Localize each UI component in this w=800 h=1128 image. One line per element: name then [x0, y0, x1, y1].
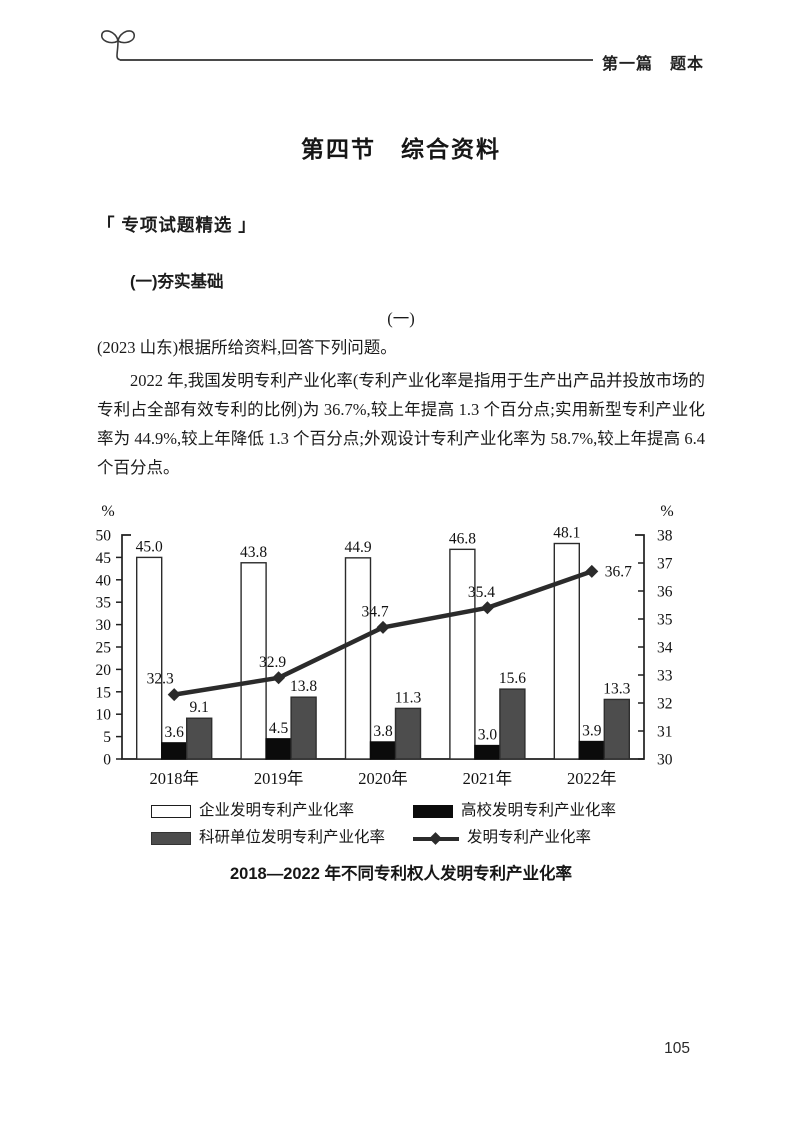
svg-text:43.8: 43.8 [240, 544, 267, 561]
svg-text:36.7: 36.7 [605, 563, 632, 580]
svg-text:9.1: 9.1 [190, 699, 209, 716]
legend-label: 企业发明专利产业化率 [199, 802, 355, 819]
section-heading: 「 专项试题精选 」 [97, 215, 257, 235]
svg-text:15: 15 [96, 684, 112, 701]
research-bar-swatch [151, 831, 191, 845]
combo-chart: 0 5 10 15 20 25 30 35 40 45 50 30 31 32 33 34 35 36 37 38%%… [88, 495, 705, 795]
svg-text:48.1: 48.1 [553, 525, 580, 542]
header-section-label: 第一篇 题本 [601, 56, 704, 73]
svg-text:32.3: 32.3 [147, 671, 174, 688]
svg-text:0: 0 [103, 752, 111, 769]
svg-text:37: 37 [657, 556, 673, 573]
page-number: 105 [664, 1040, 690, 1057]
svg-text:30: 30 [657, 752, 673, 769]
enterprise-bar-swatch [151, 804, 191, 818]
svg-text:13.3: 13.3 [603, 680, 630, 697]
svg-text:10: 10 [96, 707, 112, 724]
svg-text:44.9: 44.9 [344, 539, 371, 556]
legend-item-university: 高校发明专利产业化率 [413, 801, 651, 821]
svg-text:3.0: 3.0 [478, 727, 498, 744]
chart-figure: 0 5 10 15 20 25 30 35 40 45 50 30 31 32 33 34 35 36 37 38%%… [96, 495, 705, 887]
header-rule [120, 59, 593, 61]
svg-text:34.7: 34.7 [361, 603, 388, 620]
svg-text:34: 34 [657, 640, 673, 657]
diamond-marker [480, 601, 494, 615]
chart-svg: 0 5 10 15 20 25 30 35 40 45 50 30 31 32 33 34 35 36 37 38%%… [96, 503, 674, 788]
line-swatch-diamond [429, 831, 442, 845]
svg-text:35: 35 [657, 612, 673, 629]
svg-text:20: 20 [96, 662, 112, 679]
svg-text:%: % [660, 503, 673, 520]
svg-text:2022年: 2022年 [567, 769, 617, 788]
svg-text:31: 31 [657, 724, 673, 741]
legend-label: 发明专利产业化率 [467, 829, 592, 846]
x-axis-labels: 2018年 2019年 2020年 2021年 2022年 [149, 769, 616, 788]
diamond-marker [585, 564, 599, 578]
svg-text:2021年: 2021年 [463, 769, 513, 788]
diamond-marker [376, 620, 390, 634]
legend-item-line: 发明专利产业化率 [413, 828, 651, 848]
body-paragraph: 2022 年,我国发明专利产业化率(专利产业化率是指用于生产出产品并投放市场的专… [97, 371, 705, 477]
diamond-marker [272, 671, 286, 685]
svg-text:13.8: 13.8 [290, 678, 317, 695]
svg-text:%: % [101, 503, 114, 520]
svg-text:45: 45 [96, 550, 112, 567]
svg-text:35: 35 [96, 595, 112, 612]
svg-text:15.6: 15.6 [499, 670, 526, 687]
svg-text:45.0: 45.0 [136, 538, 163, 555]
svg-text:32.9: 32.9 [259, 654, 286, 671]
svg-text:11.3: 11.3 [395, 689, 422, 706]
legend-item-research: 科研单位发明专利产业化率 [151, 828, 413, 848]
svg-text:46.8: 46.8 [449, 530, 476, 547]
svg-text:32: 32 [657, 696, 673, 713]
diamond-marker [167, 688, 181, 702]
legend-item-enterprise: 企业发明专利产业化率 [151, 801, 413, 821]
sprout-icon [101, 30, 141, 61]
svg-text:3.6: 3.6 [165, 724, 185, 741]
svg-text:2019年: 2019年 [254, 769, 304, 788]
content-area: 第四节 综合资料 「 专项试题精选 」 (一)夯实基础 (一) (2023 山东… [96, 136, 706, 887]
svg-text:36: 36 [657, 584, 673, 601]
page-title: 第四节 综合资料 [301, 136, 501, 162]
svg-text:25: 25 [96, 640, 112, 657]
svg-text:3.8: 3.8 [373, 723, 393, 740]
svg-text:5: 5 [103, 729, 111, 746]
svg-text:4.5: 4.5 [269, 720, 289, 737]
legend-label: 高校发明专利产业化率 [461, 802, 617, 819]
svg-text:38: 38 [657, 528, 673, 545]
intro-text: (2023 山东)根据所给资料,回答下列问题。 [97, 338, 397, 357]
university-bar-swatch [413, 804, 453, 818]
svg-text:35.4: 35.4 [468, 584, 495, 601]
subsection-heading: (一)夯实基础 [130, 273, 224, 291]
line-diamond-swatch [413, 831, 459, 845]
bars: 45.0 43.8 44.9 46.8 48.1 3.6 4.5 3.8 3.0 3.9 9.1 13… [136, 525, 631, 760]
svg-text:2018年: 2018年 [149, 769, 199, 788]
svg-text:40: 40 [96, 572, 112, 589]
svg-text:3.9: 3.9 [582, 723, 602, 740]
svg-text:30: 30 [96, 617, 112, 634]
chart-legend: 企业发明专利产业化率 高校发明专利产业化率 科研单位发明专利产业化率 发明专利产… [151, 801, 651, 848]
svg-text:2020年: 2020年 [358, 769, 408, 788]
chart-caption: 2018—2022 年不同专利权人发明专利产业化率 [230, 865, 572, 883]
line-series: 32.3 32.9 34.7 35.4 36.7 [147, 563, 632, 702]
item-number: (一) [387, 309, 415, 328]
svg-text:33: 33 [657, 668, 673, 685]
svg-text:50: 50 [96, 528, 112, 545]
legend-label: 科研单位发明专利产业化率 [199, 829, 386, 846]
